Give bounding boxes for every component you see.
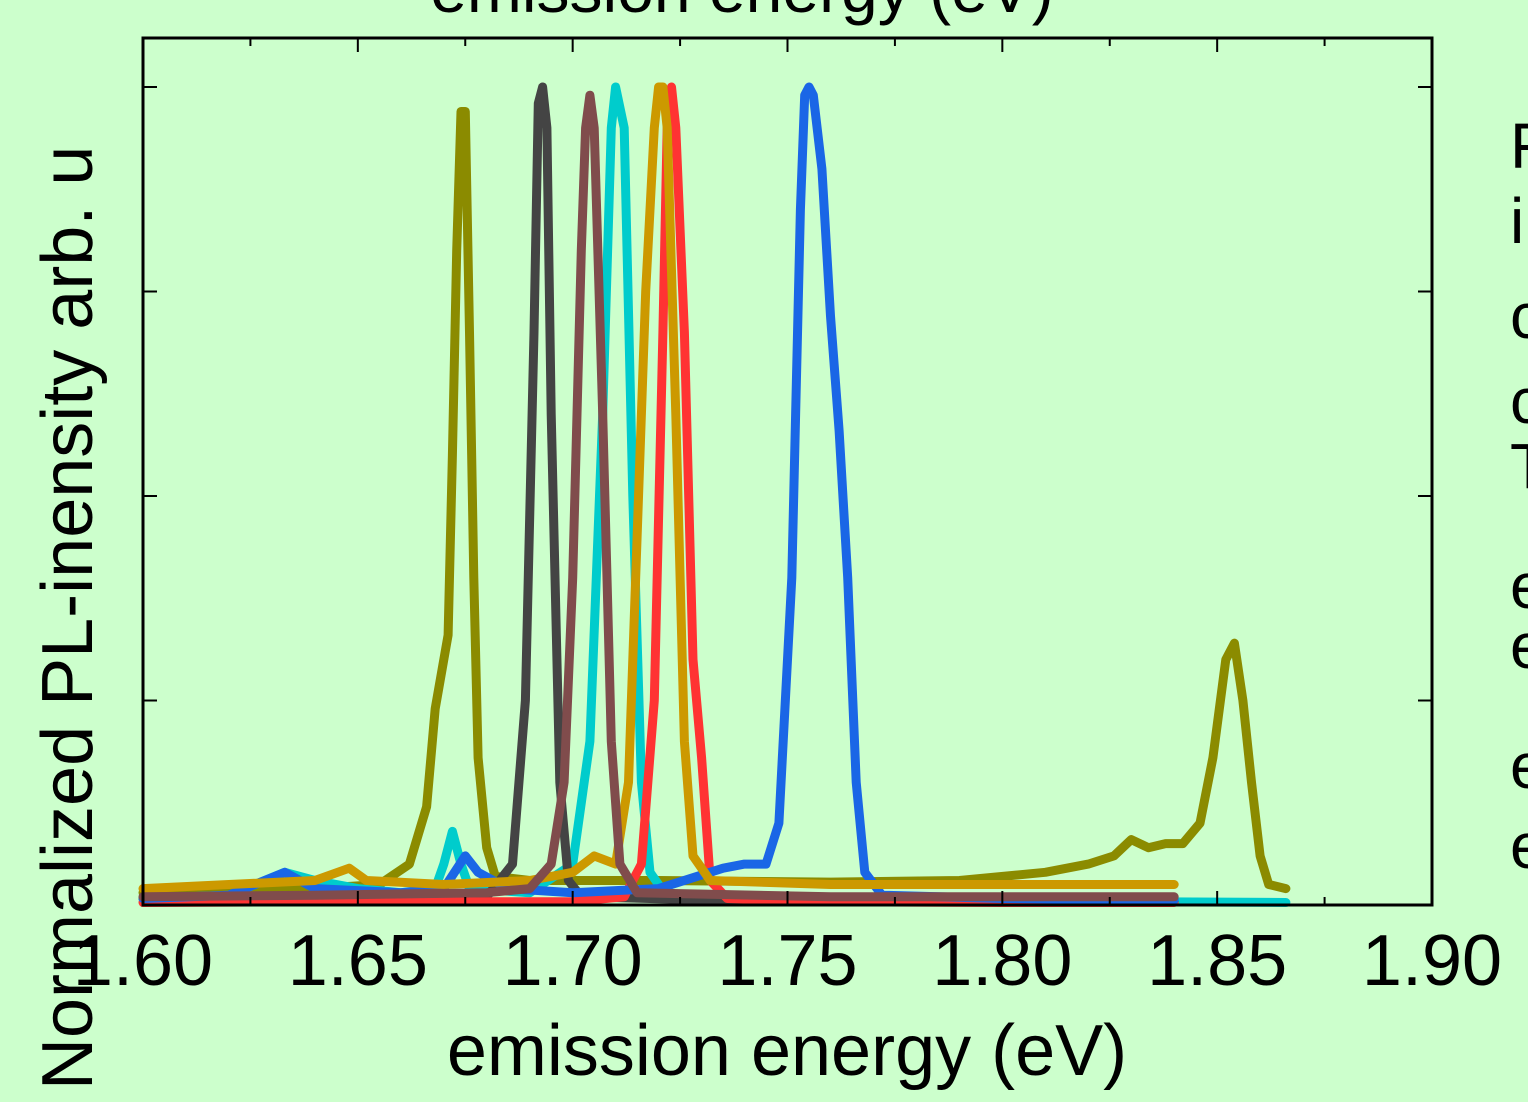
x-tick-label: 1.75: [717, 921, 857, 1001]
side-caption-fragment: i: [1510, 185, 1524, 257]
side-caption-fragment: c: [1510, 280, 1528, 352]
series-line-7: [138, 90, 1179, 902]
series-layer: [138, 82, 1291, 907]
x-tick-label: 1.65: [288, 921, 428, 1001]
side-caption: FiccTeeee: [1510, 110, 1528, 882]
x-axis-label: emission energy (eV): [447, 1011, 1127, 1091]
side-caption-fragment: F: [1510, 110, 1528, 182]
side-caption-fragment: e: [1510, 550, 1528, 622]
ticks-layer: 1.60 1.65 1.70 1.75 1.80 1.85 1.90: [73, 38, 1502, 1001]
side-caption-fragment: e: [1510, 730, 1528, 802]
series-line-6: [138, 82, 1179, 894]
side-caption-fragment: c: [1510, 365, 1528, 437]
x-tick-label: 1.85: [1147, 921, 1287, 1001]
x-tick-label: 1.90: [1362, 921, 1502, 1001]
side-caption-fragment: T: [1510, 430, 1528, 502]
x-tick-label: 1.80: [932, 921, 1072, 1001]
side-caption-fragment: e: [1510, 610, 1528, 682]
x-tick-label: 1.60: [73, 921, 213, 1001]
side-caption-fragment: e: [1510, 810, 1528, 882]
chart-title: emission energy (eV): [430, 0, 1054, 26]
x-tick-label: 1.70: [503, 921, 643, 1001]
y-axis-label: Normalized PL-inensity arb. u: [28, 146, 108, 1090]
